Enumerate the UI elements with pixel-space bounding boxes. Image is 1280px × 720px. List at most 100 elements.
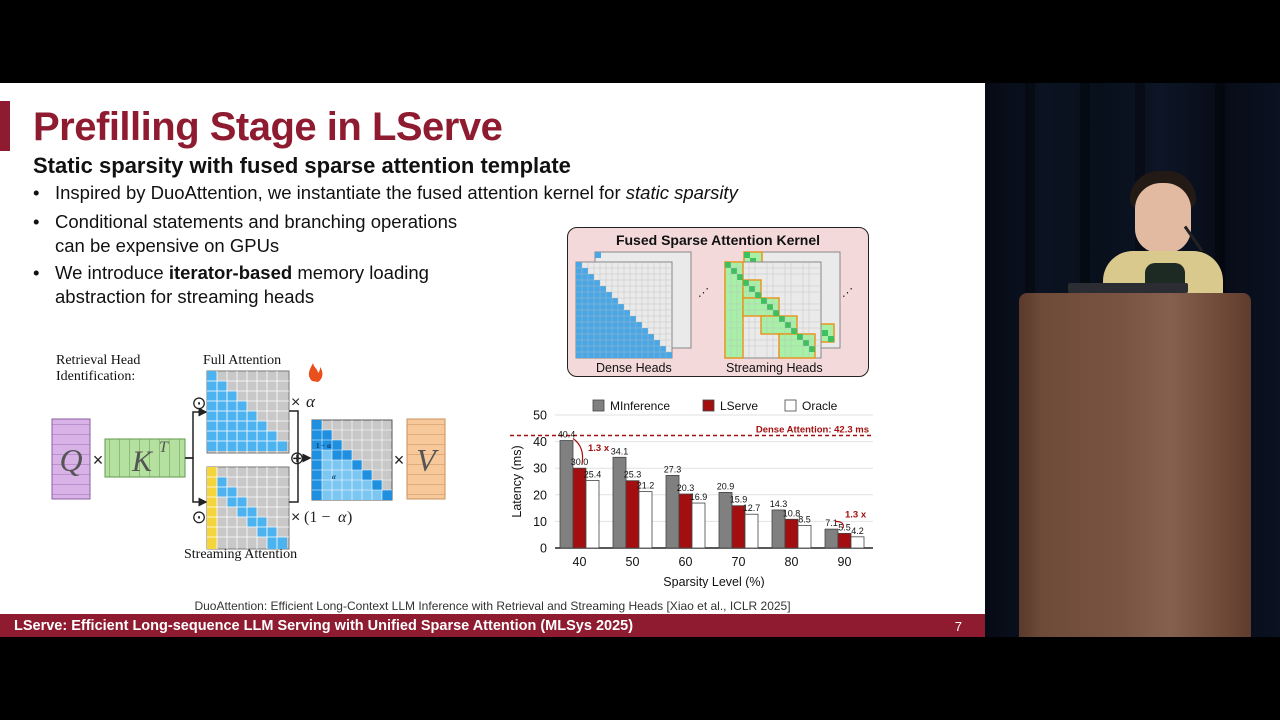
slide: Prefilling Stage in LServe Static sparsi… <box>0 83 985 637</box>
kernel-graphics: ⋰ <box>575 251 853 359</box>
svg-text:20: 20 <box>533 488 547 502</box>
svg-text:⊕: ⊕ <box>289 448 304 468</box>
svg-text:K: K <box>131 445 154 478</box>
svg-text:α: α <box>332 473 336 481</box>
duo-attention-diagram: Retrieval Head Identification: Full Atten… <box>40 345 460 570</box>
svg-text:25.3: 25.3 <box>624 470 642 480</box>
svg-text:T: T <box>159 439 169 456</box>
svg-text:4.2: 4.2 <box>851 526 864 536</box>
bullet-bold: iterator-based <box>168 262 293 283</box>
svg-text:α: α <box>306 392 316 411</box>
svg-text:34.1: 34.1 <box>611 446 629 456</box>
bullet-3: • We introduce iterator-based memory load… <box>33 261 429 309</box>
streaming-attention-label: Streaming Attention <box>184 547 298 562</box>
svg-text:27.3: 27.3 <box>664 464 682 474</box>
slide-subtitle: Static sparsity with fused sparse attent… <box>33 153 571 178</box>
svg-text:0: 0 <box>540 542 547 556</box>
diagram-graphics: Q × K T ⊙ ⊙ <box>51 363 446 550</box>
svg-text:α: α <box>338 509 347 526</box>
svg-text:10.8: 10.8 <box>783 508 801 518</box>
svg-text:⊙: ⊙ <box>191 507 206 527</box>
bullet-text: Conditional statements and branching ope… <box>55 211 458 232</box>
svg-text:8.5: 8.5 <box>798 514 811 524</box>
svg-text:50: 50 <box>626 555 640 569</box>
svg-text:Oracle: Oracle <box>802 399 838 413</box>
svg-text:(1 −: (1 − <box>304 509 330 526</box>
svg-text:20.3: 20.3 <box>677 483 695 493</box>
bullet-text: We introduce <box>55 262 169 283</box>
svg-text:Latency (ms): Latency (ms) <box>510 445 524 517</box>
svg-text:Dense Attention: 42.3 ms: Dense Attention: 42.3 ms <box>756 424 869 435</box>
svg-text:14.3: 14.3 <box>770 499 788 509</box>
streaming-heads-label: Streaming Heads <box>726 361 823 375</box>
title-accent-bar <box>0 101 10 151</box>
combined-attention-grid: 1 − α α <box>311 419 393 501</box>
full-attention-grid <box>206 370 290 454</box>
svg-text:⋰: ⋰ <box>698 287 709 299</box>
svg-text:V: V <box>416 442 439 478</box>
svg-text:Sparsity Level (%): Sparsity Level (%) <box>663 575 764 588</box>
svg-text:40: 40 <box>533 435 547 449</box>
svg-text:12.7: 12.7 <box>743 503 761 513</box>
svg-text:40.4: 40.4 <box>558 430 576 440</box>
svg-text:70: 70 <box>732 555 746 569</box>
page-number: 7 <box>954 619 962 634</box>
svg-text:10: 10 <box>533 515 547 529</box>
laptop <box>1068 283 1188 293</box>
svg-text:90: 90 <box>838 555 852 569</box>
svg-text:21.2: 21.2 <box>637 481 655 491</box>
svg-text:⊙: ⊙ <box>191 393 206 413</box>
retrieval-label: Retrieval Head Identification: <box>56 353 141 384</box>
fused-kernel-figure: Fused Sparse Attention Kernel ⋰ <box>567 227 869 377</box>
svg-text:×: × <box>394 450 405 470</box>
podium <box>1019 293 1251 637</box>
svg-text:20.9: 20.9 <box>717 481 735 491</box>
chart-graphics: 0 10 20 30 40 50 Dense Attention: 42.3 ms 40.4 3… <box>510 399 873 589</box>
svg-text:30: 30 <box>533 462 547 476</box>
bullet-dot: • <box>33 262 40 283</box>
svg-text:40: 40 <box>573 555 587 569</box>
svg-text:5.5: 5.5 <box>838 522 851 532</box>
footer-title: LServe: Efficient Long-sequence LLM Serv… <box>14 618 634 634</box>
bullet-1: • Inspired by DuoAttention, we instantiat… <box>33 181 738 205</box>
svg-text:1 − α: 1 − α <box>316 442 331 450</box>
latency-bar-chart: 0 10 20 30 40 50 Dense Attention: 42.3 ms 40.4 3… <box>505 398 875 589</box>
speaker-head <box>1135 183 1191 253</box>
svg-text:50: 50 <box>533 409 547 423</box>
slide-title: Prefilling Stage in LServe <box>33 105 503 149</box>
footer-bar: LServe: Efficient Long-sequence LLM Serv… <box>0 614 985 637</box>
bullet-text: memory loading <box>292 262 429 283</box>
svg-text:LServe: LServe <box>720 399 758 413</box>
svg-text:30.0: 30.0 <box>571 457 589 467</box>
svg-text:15.9: 15.9 <box>730 495 748 505</box>
svg-text:80: 80 <box>785 555 799 569</box>
flame-icon <box>308 363 323 382</box>
dense-heads-label: Dense Heads <box>596 361 672 375</box>
bullet-emphasis: static sparsity <box>625 182 738 203</box>
svg-text:×: × <box>291 394 300 411</box>
svg-text:): ) <box>347 509 352 526</box>
svg-text:7.1: 7.1 <box>825 518 838 528</box>
svg-text:×: × <box>93 450 104 470</box>
bullet-dot: • <box>33 211 40 232</box>
streaming-attention-grid <box>206 466 290 550</box>
full-attention-label: Full Attention <box>203 353 282 368</box>
svg-text:1.3 x: 1.3 x <box>845 509 867 520</box>
bullet-text-cont: can be expensive on GPUs <box>55 235 280 256</box>
kernel-title: Fused Sparse Attention Kernel <box>615 232 821 248</box>
svg-text:×: × <box>291 509 300 526</box>
svg-text:16.9: 16.9 <box>690 492 708 502</box>
bullet-2: • Conditional statements and branching op… <box>33 210 457 258</box>
bullet-dot: • <box>33 182 40 203</box>
speaker-video <box>985 83 1280 637</box>
citation: DuoAttention: Efficient Long-Context LLM… <box>194 599 791 613</box>
svg-text:Q: Q <box>59 442 82 478</box>
svg-text:60: 60 <box>679 555 693 569</box>
svg-text:1.3 x: 1.3 x <box>588 443 610 454</box>
bullet-text: Inspired by DuoAttention, we instantiate… <box>55 182 626 203</box>
svg-text:⋰: ⋰ <box>842 287 853 299</box>
svg-text:25.4: 25.4 <box>584 469 602 479</box>
bullet-text-cont: abstraction for streaming heads <box>55 286 315 307</box>
svg-text:MInference: MInference <box>610 399 670 413</box>
